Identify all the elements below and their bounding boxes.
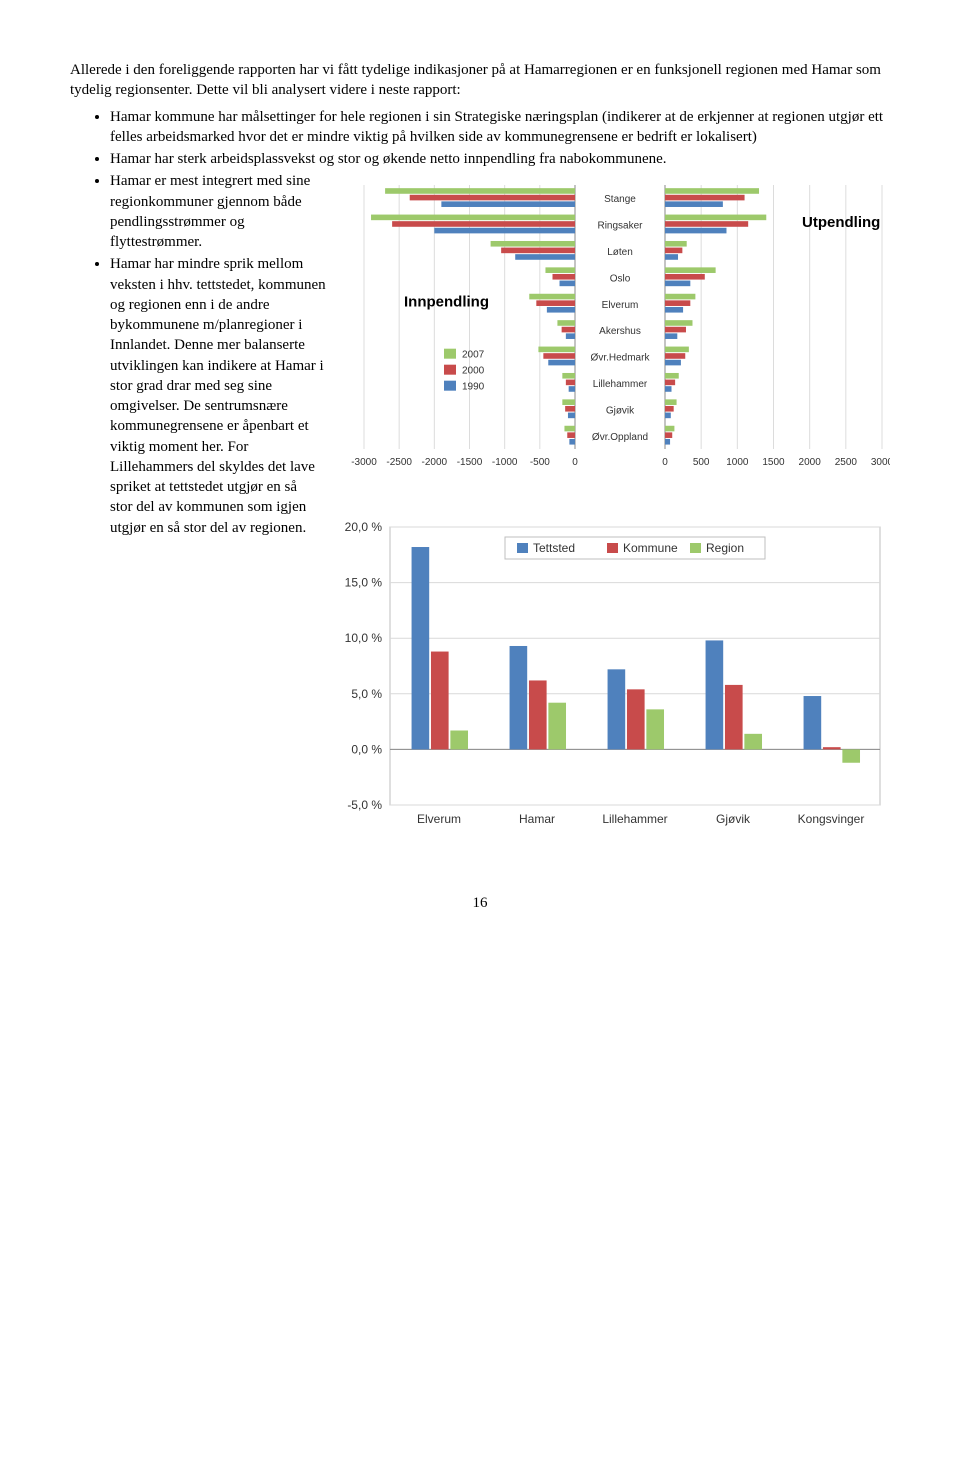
svg-text:3000: 3000: [871, 457, 890, 468]
svg-text:-1500: -1500: [457, 457, 483, 468]
pendling-chart: -3000 -2500 -2000 -1500 -1000 -500 0 0 500 1000 15…: [350, 177, 890, 477]
bullet-2: Hamar har sterk arbeidsplassvekst og sto…: [110, 149, 890, 169]
svg-text:Akershus: Akershus: [599, 326, 641, 337]
svg-text:Øvr.Hedmark: Øvr.Hedmark: [591, 353, 651, 364]
svg-text:10,0 %: 10,0 %: [345, 631, 383, 645]
svg-text:Lillehammer: Lillehammer: [602, 812, 667, 826]
svg-text:Løten: Løten: [607, 247, 633, 258]
svg-text:Gjøvik: Gjøvik: [606, 406, 635, 417]
svg-text:Tettsted: Tettsted: [533, 541, 575, 555]
page-number: 16: [70, 893, 890, 913]
svg-text:Gjøvik: Gjøvik: [716, 812, 751, 826]
svg-text:Elverum: Elverum: [602, 300, 639, 311]
svg-text:15,0 %: 15,0 %: [345, 576, 383, 590]
svg-text:-500: -500: [530, 457, 550, 468]
svg-text:Innpendling: Innpendling: [404, 294, 489, 311]
bullet-3-text: Hamar er mest integrert med sine regionk…: [110, 173, 310, 250]
growth-chart: -5,0 % 0,0 % 5,0 % 10,0 % 15,0 % 20,0 % Elveru…: [330, 515, 890, 835]
svg-text:-2500: -2500: [386, 457, 412, 468]
svg-text:1000: 1000: [726, 457, 749, 468]
svg-text:500: 500: [693, 457, 710, 468]
svg-text:Ringsaker: Ringsaker: [597, 221, 643, 232]
svg-text:Kommune: Kommune: [623, 541, 678, 555]
svg-text:0: 0: [662, 457, 668, 468]
svg-text:Kongsvinger: Kongsvinger: [798, 812, 865, 826]
svg-text:Region: Region: [706, 541, 744, 555]
svg-text:Stange: Stange: [604, 194, 636, 205]
svg-text:Utpendling: Utpendling: [802, 214, 880, 231]
intro-paragraph: Allerede i den foreliggende rapporten ha…: [70, 60, 890, 101]
svg-text:5,0 %: 5,0 %: [351, 687, 382, 701]
svg-text:1990: 1990: [462, 382, 485, 393]
svg-text:0,0 %: 0,0 %: [351, 743, 382, 757]
bullet-4-text: Hamar har mindre sprik mellom veksten i …: [110, 256, 326, 535]
svg-text:-5,0 %: -5,0 %: [347, 798, 382, 812]
svg-text:-3000: -3000: [351, 457, 377, 468]
svg-text:Oslo: Oslo: [610, 274, 631, 285]
svg-text:1500: 1500: [762, 457, 785, 468]
svg-text:2007: 2007: [462, 350, 485, 361]
bullet-1: Hamar kommune har målsettinger for hele …: [110, 107, 890, 148]
svg-text:-1000: -1000: [492, 457, 518, 468]
svg-text:2000: 2000: [462, 366, 485, 377]
bullet-3: -3000-2500-2000-1500-1000-50000500100015…: [110, 171, 890, 252]
svg-text:2500: 2500: [835, 457, 858, 468]
svg-text:Øvr.Oppland: Øvr.Oppland: [592, 432, 648, 443]
svg-text:-2000: -2000: [422, 457, 448, 468]
svg-text:Hamar: Hamar: [519, 812, 555, 826]
svg-text:20,0 %: 20,0 %: [345, 520, 383, 534]
svg-text:Lillehammer: Lillehammer: [593, 379, 648, 390]
svg-text:2000: 2000: [799, 457, 822, 468]
svg-text:0: 0: [572, 457, 578, 468]
bullet-list: Hamar kommune har målsettinger for hele …: [70, 107, 890, 538]
svg-text:Elverum: Elverum: [417, 812, 461, 826]
